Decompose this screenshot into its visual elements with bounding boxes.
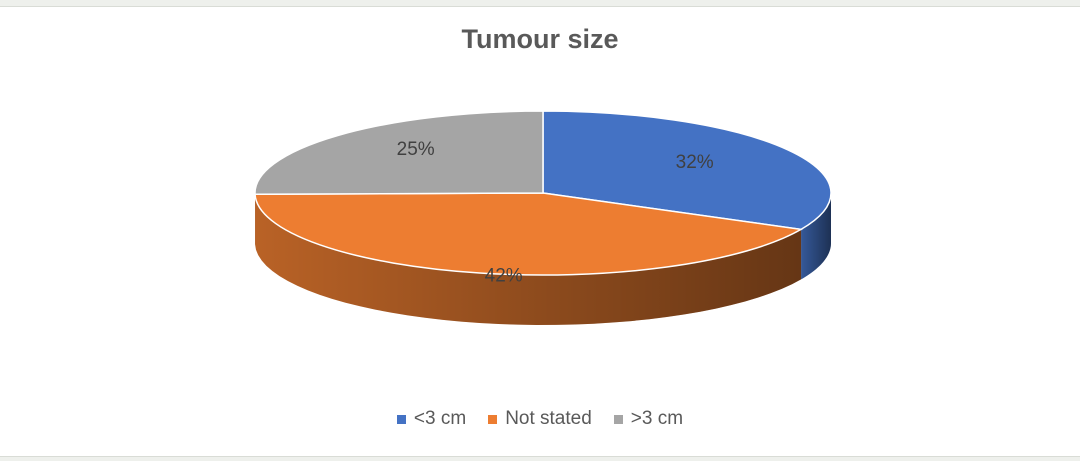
pie-slice-2	[254, 110, 544, 196]
legend-label: <3 cm	[413, 408, 467, 429]
chart-title: Tumour size	[461, 24, 619, 54]
legend-swatch	[488, 414, 498, 424]
data-label-0: 32%	[676, 152, 714, 173]
data-label-1: 42%	[485, 266, 523, 287]
pie-tops	[254, 110, 832, 276]
pie-slice-0	[542, 110, 832, 231]
legend-swatch	[396, 414, 406, 424]
data-label-2: 25%	[397, 139, 435, 160]
pie-labels: 32% 42% 25%	[397, 139, 714, 287]
pie-sides	[255, 193, 831, 325]
legend-label: >3 cm	[630, 408, 684, 429]
legend: <3 cm Not stated >3 cm	[0, 408, 1080, 430]
pie-side-shade-1	[255, 194, 802, 325]
legend-item-2: >3 cm	[613, 408, 684, 430]
legend-item-0: <3 cm	[396, 408, 467, 430]
legend-item-1: Not stated	[488, 408, 592, 430]
pie-slice-1	[254, 192, 804, 276]
pie-side-shade-0	[801, 193, 831, 280]
legend-label: Not stated	[505, 408, 592, 429]
legend-swatch	[613, 414, 623, 424]
